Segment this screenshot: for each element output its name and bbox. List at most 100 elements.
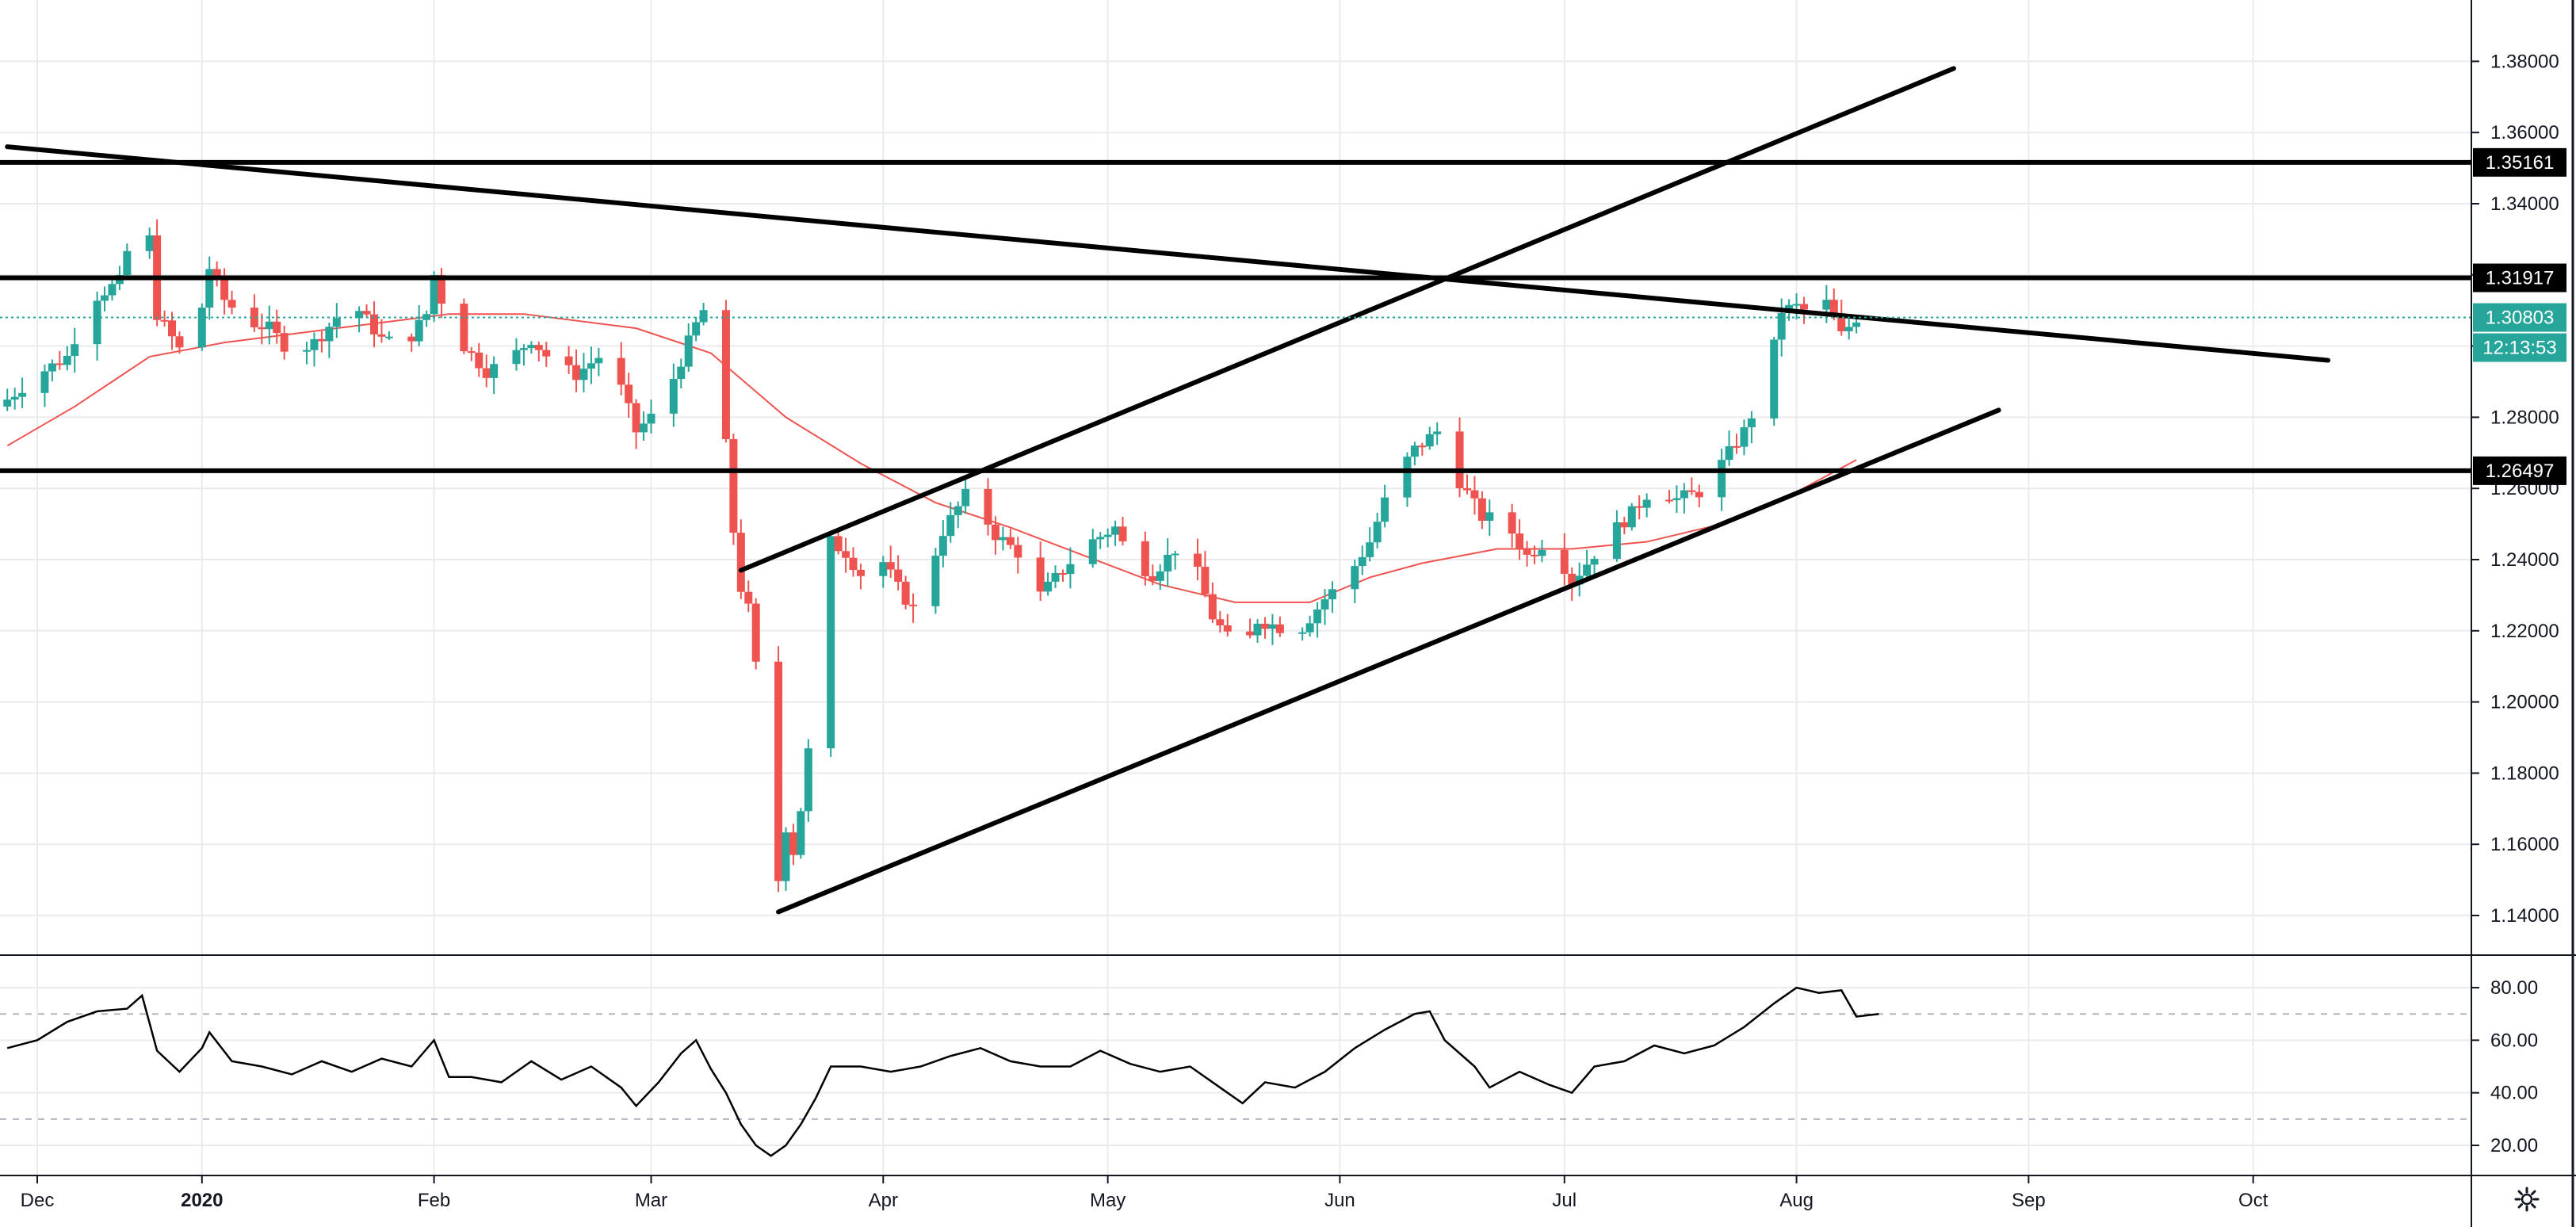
candle-body [564, 356, 573, 365]
candle [1148, 564, 1157, 586]
candle [587, 346, 595, 384]
candle-body [1088, 539, 1097, 564]
price-tick-label: 1.16000 [2490, 834, 2559, 855]
price-tag-label: 1.26497 [2486, 461, 2555, 482]
candle-body [101, 295, 109, 301]
candle-body [1665, 499, 1674, 502]
candle [93, 291, 101, 361]
candle [1268, 614, 1277, 645]
candle-body [1066, 564, 1075, 575]
candle-body [48, 363, 56, 372]
price-tick-label: 1.24000 [2490, 549, 2559, 571]
candle-body [1111, 526, 1120, 535]
candle [1381, 484, 1389, 528]
candle-body [1381, 497, 1389, 522]
candle [1560, 533, 1569, 586]
candle [1366, 527, 1374, 562]
candle-body [797, 811, 805, 855]
candle-body [1635, 506, 1644, 508]
candle-body [1096, 537, 1105, 540]
candle [984, 478, 992, 536]
settings-button[interactable] [2505, 1181, 2549, 1217]
candle [1088, 529, 1097, 568]
candle-body [1253, 623, 1262, 636]
time-tick-label: Oct [2238, 1190, 2268, 1211]
price-tick-label: 1.34000 [2490, 193, 2559, 215]
candle [1096, 532, 1105, 549]
candle-body [984, 488, 992, 525]
price-tag-bg [2473, 303, 2566, 332]
candle-body [197, 308, 206, 348]
candle-body [1216, 619, 1225, 625]
time-tick-label: Apr [869, 1190, 898, 1211]
candle-body [1627, 506, 1636, 528]
candle [564, 346, 573, 374]
candle [1770, 336, 1779, 426]
candle-body [1006, 537, 1015, 545]
candle [1470, 476, 1479, 515]
candle [886, 545, 895, 578]
candle [1410, 441, 1419, 465]
candle-body [512, 350, 521, 365]
rsi-tick-label: 80.00 [2490, 977, 2538, 999]
candle-body [736, 533, 745, 592]
candle-body [1687, 490, 1696, 492]
candle-body [1733, 445, 1741, 448]
candle [175, 331, 184, 354]
candle-body [1747, 418, 1756, 428]
candle [1298, 627, 1307, 641]
candle [160, 310, 169, 327]
trendlines[interactable] [5, 66, 2331, 915]
candle-body [1620, 522, 1629, 528]
candle-body [1455, 431, 1464, 488]
time-tick-label: Dec [21, 1190, 55, 1211]
candle-body [587, 363, 595, 369]
candle [842, 537, 850, 573]
candle [355, 306, 364, 333]
candle-body [490, 364, 499, 378]
candle-body [699, 310, 708, 323]
candle [572, 349, 581, 392]
candle [1687, 477, 1696, 495]
candle [729, 434, 738, 545]
candle [744, 580, 753, 613]
candle [1425, 426, 1434, 450]
candle [519, 344, 528, 366]
candle [534, 341, 543, 361]
candle [384, 331, 393, 341]
candle [467, 346, 476, 361]
candle-body [1351, 566, 1359, 590]
candle-body [1642, 499, 1651, 508]
candle-body [1770, 339, 1779, 419]
candle [1051, 565, 1060, 588]
candle [1328, 581, 1336, 613]
candle-body [212, 269, 221, 277]
candle [101, 286, 109, 312]
candle-body [1590, 559, 1599, 565]
candle [797, 808, 805, 859]
candle-body [1822, 300, 1831, 310]
horizontal-levels[interactable] [0, 159, 2471, 473]
price-tick-label: 1.14000 [2490, 905, 2559, 927]
candle [692, 316, 701, 342]
candle [1260, 617, 1269, 639]
candlestick-series [3, 219, 1861, 893]
candle-body [782, 832, 790, 881]
candle [1141, 531, 1149, 586]
candle [1642, 493, 1651, 518]
candle-body [1036, 557, 1045, 592]
time-tick-label: 2020 [181, 1190, 223, 1211]
candle [684, 323, 693, 372]
candle-body [519, 348, 528, 350]
candle-body [909, 604, 918, 606]
candle-body [370, 314, 379, 334]
candle [647, 399, 655, 434]
candle-body [1477, 498, 1486, 521]
candle [1777, 298, 1786, 357]
candle-body [93, 300, 101, 345]
time-tick-label: Mar [635, 1190, 667, 1211]
candle [782, 827, 790, 891]
candle [422, 310, 431, 327]
candle-body [804, 748, 812, 812]
